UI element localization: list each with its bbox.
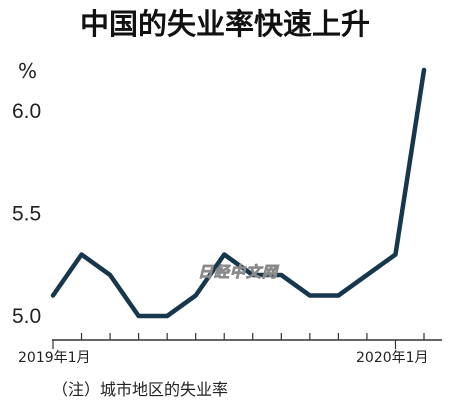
chart-title: 中国的失业率快速上升 bbox=[80, 7, 370, 41]
chart-footnote: （注）城市地区的失业率 bbox=[52, 380, 228, 399]
series-layer bbox=[50, 67, 427, 319]
x-tick-label-start: 2019年1月 bbox=[18, 350, 91, 366]
y-tick-label-5: 5.0 bbox=[12, 305, 41, 328]
watermark-text: 日经中文网 bbox=[198, 263, 280, 281]
x-tick-label-end: 2020年1月 bbox=[356, 350, 429, 366]
y-tick-label-5-5: 5.5 bbox=[12, 203, 41, 226]
series-line-0 bbox=[50, 67, 427, 319]
y-axis-tick-labels: 5.0 5.5 6.0 bbox=[12, 100, 41, 328]
y-axis-unit-label: % bbox=[18, 59, 37, 83]
y-tick-label-6: 6.0 bbox=[12, 100, 41, 123]
x-axis-month-ticks bbox=[52, 333, 425, 349]
